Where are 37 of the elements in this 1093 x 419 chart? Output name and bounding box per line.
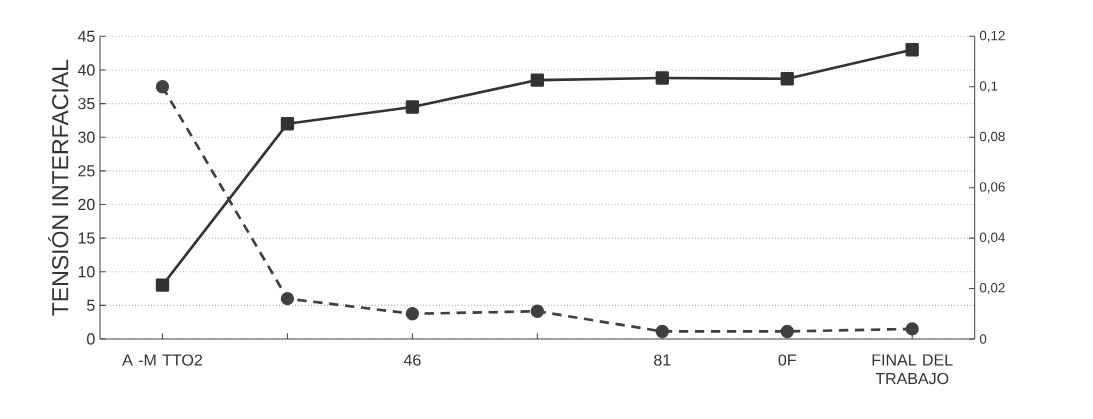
point <box>905 43 919 57</box>
point <box>530 73 545 87</box>
point <box>780 324 794 339</box>
point <box>905 322 919 336</box>
y-tick-label: 10 <box>78 266 95 278</box>
y-tick-label: 30 <box>78 131 95 143</box>
point <box>280 291 295 306</box>
y2-tick-label: 0 <box>979 334 987 344</box>
y2-tick-label: 0,12 <box>979 30 1005 42</box>
y2-tick-label: 0,02 <box>979 283 1005 295</box>
y-tick-label: 0 <box>87 333 95 345</box>
y-tick-label: 15 <box>78 232 95 244</box>
y2-tick-label: 0,08 <box>979 131 1005 143</box>
point <box>280 117 295 131</box>
y2-tick-label: 0,04 <box>979 232 1005 244</box>
point <box>155 278 170 292</box>
point <box>405 307 420 321</box>
y-tick-label: 45 <box>77 30 95 42</box>
point <box>155 80 170 94</box>
y-tick-label: 35 <box>78 97 95 110</box>
y-tick-label: 25 <box>78 165 95 177</box>
y2-tick-label: 0,1 <box>979 81 998 93</box>
point <box>655 324 669 339</box>
x-tick-label: A -M TTO2 <box>122 354 202 366</box>
x-tick-label: FINAL DEL TRABAJO <box>872 354 953 385</box>
point <box>655 71 669 85</box>
point <box>780 72 794 86</box>
y-axis-title: TENSIÓN INTERFACIAL <box>48 59 69 316</box>
point <box>405 100 420 114</box>
y2-tick-label: 0,06 <box>979 182 1005 194</box>
y-tick-label: 5 <box>87 299 95 311</box>
y-tick-label: 20 <box>78 198 95 211</box>
point <box>530 304 545 318</box>
x-tick-label: 0F <box>778 354 796 366</box>
y-tick-label: 40 <box>77 64 95 76</box>
x-tick-label: 46 <box>403 354 421 366</box>
x-tick-label: 81 <box>654 354 671 366</box>
